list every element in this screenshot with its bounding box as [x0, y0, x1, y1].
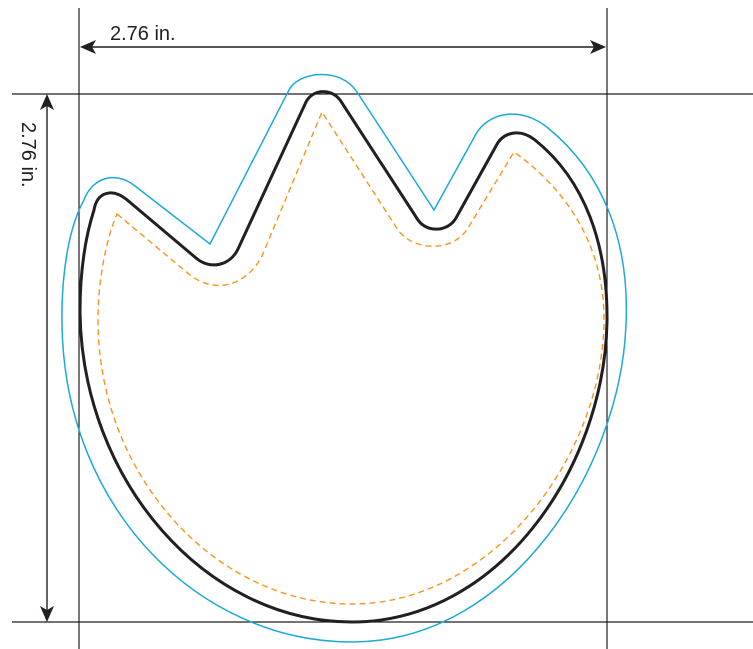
width-arrow-right-head — [590, 40, 606, 54]
guide-lines — [12, 8, 753, 649]
height-dimension-label: 2.76 in. — [17, 122, 39, 188]
cut-line — [78, 90, 609, 624]
height-arrow-bottom-head — [40, 606, 54, 622]
width-arrow-left-head — [80, 40, 96, 54]
safe-line — [97, 110, 605, 605]
bleed-line — [61, 73, 628, 643]
width-dimension-label: 2.76 in. — [110, 23, 176, 45]
height-dimension: 2.76 in. — [17, 94, 54, 622]
height-arrow-top-head — [40, 94, 54, 110]
width-dimension: 2.76 in. — [80, 23, 606, 54]
